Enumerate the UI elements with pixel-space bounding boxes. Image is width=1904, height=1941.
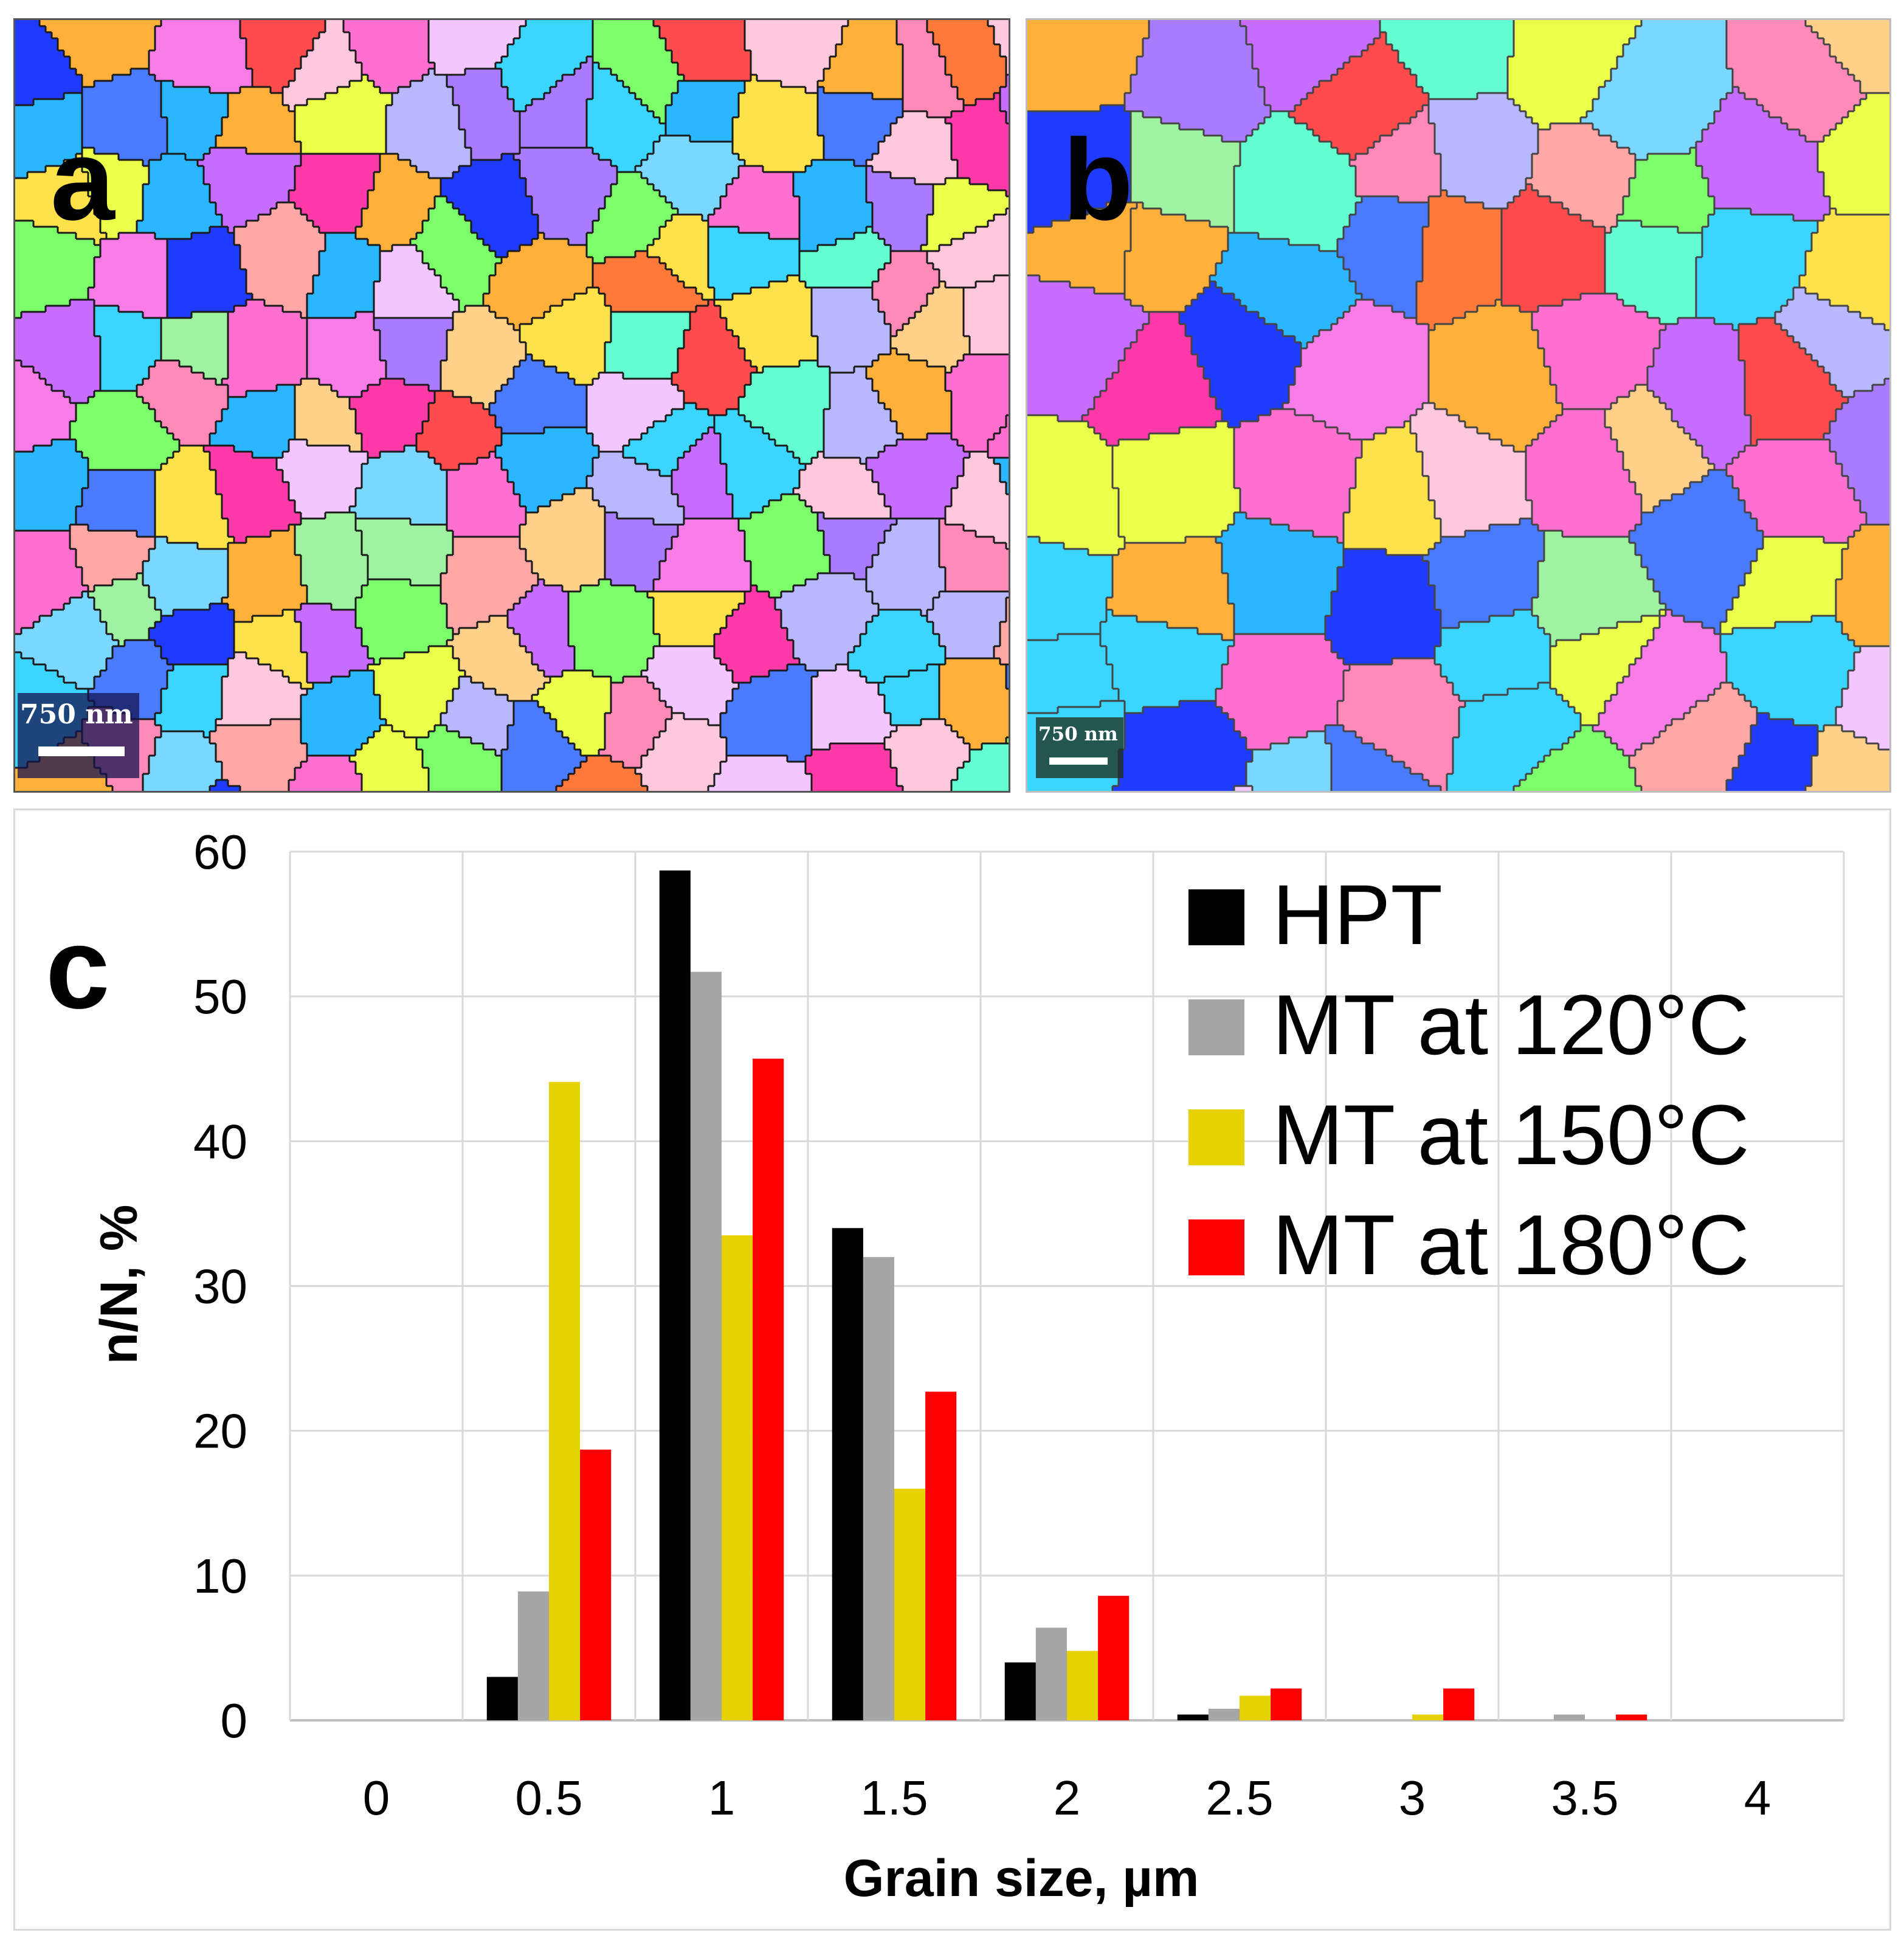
bar-hpt-0.5: [486, 1677, 518, 1720]
bar-mt-at-120-c-2: [1035, 1627, 1067, 1720]
bar-hpt-1: [659, 870, 691, 1720]
scale-bar-a: 750 nm: [18, 693, 139, 778]
legend-label: HPT: [1272, 867, 1443, 962]
y-axis-title: n/N, %: [90, 1205, 148, 1365]
scale-bar-b: 750 nm: [1036, 717, 1123, 778]
bar-mt-at-150-c-0.5: [549, 1081, 581, 1720]
legend-label: MT at 180°C: [1272, 1197, 1750, 1292]
bars-layer: [486, 870, 1647, 1720]
legend-swatch: [1188, 1219, 1244, 1275]
y-tick-label: 0: [221, 1694, 248, 1748]
y-tick-label: 50: [193, 970, 247, 1024]
bar-mt-at-120-c-1.5: [863, 1257, 894, 1720]
grain-map-b-image: [1027, 20, 1889, 791]
ticks-layer: 0 10 20 30 40 50 60 0 0.5 1 1.5 2 2.5 3 3.5 4: [193, 825, 1771, 1825]
y-tick-label: 10: [193, 1549, 247, 1603]
grain-size-histogram: 0 10 20 30 40 50 60 0 0.5 1 1.5 2 2.5 3 3.5 4 c Grain s…: [46, 825, 1845, 1908]
y-tick-label: 60: [193, 825, 247, 879]
histogram-panel-c: 0 10 20 30 40 50 60 0 0.5 1 1.5 2 2.5 3 3.5 4 c Grain s…: [13, 808, 1891, 1931]
bar-mt-at-150-c-2.5: [1240, 1695, 1271, 1720]
legend-label: MT at 150°C: [1272, 1087, 1750, 1182]
panel-b-label: b: [1063, 115, 1134, 244]
x-tick-label: 0.5: [515, 1771, 582, 1825]
bar-mt-at-150-c-3: [1412, 1714, 1444, 1720]
bar-mt-at-180-c-2: [1098, 1596, 1130, 1720]
y-tick-label: 20: [193, 1404, 247, 1458]
x-tick-label: 2.5: [1206, 1771, 1273, 1825]
grain-map-panel-a: a 750 nm: [13, 18, 1010, 793]
y-tick-label: 30: [193, 1260, 247, 1314]
x-tick-label: 3: [1399, 1771, 1426, 1825]
bar-mt-at-150-c-1: [722, 1235, 753, 1720]
scale-bar-a-line: [38, 746, 125, 756]
bar-mt-at-120-c-1: [690, 971, 722, 1720]
legend-swatch: [1188, 889, 1244, 945]
bar-mt-at-120-c-2.5: [1208, 1708, 1240, 1720]
x-tick-label: 2: [1054, 1771, 1081, 1825]
bar-mt-at-180-c-1.5: [925, 1391, 957, 1720]
grain-map-panel-b: b 750 nm: [1026, 18, 1891, 793]
bar-mt-at-120-c-0.5: [517, 1591, 549, 1720]
bar-mt-at-120-c-3.5: [1553, 1714, 1585, 1720]
panel-c-label: c: [46, 904, 110, 1033]
x-axis-title: Grain size, µm: [844, 1849, 1199, 1908]
legend-label: MT at 120°C: [1272, 977, 1750, 1072]
bar-mt-at-180-c-3: [1443, 1688, 1475, 1720]
x-tick-label: 0: [363, 1771, 390, 1825]
bar-mt-at-180-c-0.5: [580, 1449, 612, 1720]
panel-a-label: a: [50, 115, 115, 244]
bar-mt-at-150-c-1.5: [894, 1488, 926, 1720]
bar-mt-at-180-c-3.5: [1616, 1714, 1647, 1720]
bar-hpt-2.5: [1177, 1714, 1209, 1720]
legend-swatch: [1188, 999, 1244, 1055]
bar-mt-at-180-c-1: [753, 1058, 784, 1720]
x-tick-label: 3.5: [1551, 1771, 1618, 1825]
bar-mt-at-180-c-2.5: [1271, 1688, 1302, 1720]
y-tick-label: 40: [193, 1114, 247, 1168]
scale-bar-b-line: [1049, 757, 1108, 765]
bar-hpt-1.5: [832, 1228, 863, 1720]
legend-swatch: [1188, 1109, 1244, 1165]
scale-bar-b-label: 750 nm: [1038, 723, 1118, 745]
scale-bar-a-label: 750 nm: [20, 699, 133, 730]
x-tick-label: 1.5: [860, 1771, 928, 1825]
x-tick-label: 1: [708, 1771, 736, 1825]
bar-mt-at-150-c-2: [1067, 1650, 1099, 1720]
grain-map-a-image: [15, 20, 1009, 791]
bar-hpt-2: [1004, 1662, 1036, 1720]
x-tick-label: 4: [1744, 1771, 1771, 1825]
legend: HPT MT at 120°C MT at 150°C MT at 180°C: [1188, 867, 1750, 1292]
